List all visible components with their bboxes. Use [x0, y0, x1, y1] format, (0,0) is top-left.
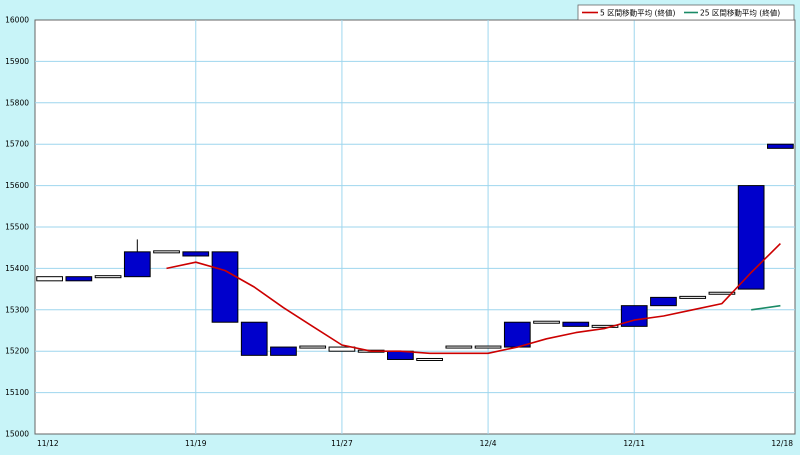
candle-body: [591, 324, 619, 328]
x-tick-label: 11/27: [331, 439, 353, 448]
y-tick-label: 15000: [5, 430, 29, 439]
candle-down: [182, 251, 210, 257]
moving-average-lines: [166, 243, 781, 355]
legend-label-ma25: 25 区間移動平均 (終値): [700, 8, 780, 18]
x-tick-label: 12/11: [623, 439, 645, 448]
candle-body: [65, 276, 93, 282]
y-tick-label: 15600: [5, 181, 29, 190]
y-tick-label: 15300: [5, 305, 29, 314]
x-tick-label: 12/18: [771, 439, 793, 448]
candle-body: [416, 357, 443, 361]
candle-body: [240, 321, 268, 356]
candle-body: [767, 143, 794, 149]
candle-down: [562, 321, 590, 327]
candle-up: [591, 324, 619, 328]
candle-body: [270, 346, 297, 356]
ma5-line: [166, 243, 781, 355]
candle-up: [679, 295, 707, 299]
candle-body: [328, 346, 356, 352]
y-axis-ticks: 15000 15100 15200 15300 15400 15500 15600 15700…: [5, 16, 29, 439]
x-tick-label: 12/4: [480, 439, 497, 448]
candle-down: [650, 296, 677, 307]
candle-body: [299, 345, 327, 349]
candle-up: [94, 275, 122, 279]
y-tick-label: 15800: [5, 98, 29, 107]
candle-down: [65, 276, 93, 282]
y-tick-label: 15400: [5, 264, 29, 273]
candle-down: [240, 321, 268, 356]
candle-body: [503, 321, 531, 348]
candle-down: [503, 321, 531, 348]
candle-body: [445, 345, 473, 349]
candle-up: [328, 346, 356, 352]
grid-lines: [35, 20, 795, 434]
candle-up: [153, 250, 180, 254]
candle-up: [708, 291, 736, 295]
x-tick-label: 11/12: [37, 439, 59, 448]
candle-body: [708, 291, 736, 295]
ma25-line: [751, 304, 781, 311]
legend: 5 区間移動平均 (終値) 25 区間移動平均 (終値): [577, 4, 795, 21]
candle-body: [94, 275, 122, 279]
candle-body: [36, 276, 63, 282]
x-tick-label: 11/19: [185, 439, 207, 448]
candle-up: [533, 320, 560, 324]
x-axis-ticks: 11/12 11/19 11/27 12/4 12/11 12/18: [37, 439, 793, 448]
candle-body: [562, 321, 590, 327]
candle-body: [153, 250, 180, 254]
candle-down: [123, 239, 151, 278]
candle-body: [650, 296, 677, 307]
y-tick-label: 15900: [5, 57, 29, 66]
candle-down: [270, 346, 297, 356]
candle-body: [211, 251, 239, 323]
candle-down: [211, 251, 239, 323]
y-tick-label: 15100: [5, 388, 29, 397]
candle-body: [182, 251, 210, 257]
candle-up: [445, 345, 473, 349]
y-tick-label: 15700: [5, 140, 29, 149]
candle-up: [474, 345, 502, 349]
y-tick-label: 15200: [5, 347, 29, 356]
candle-body: [679, 295, 707, 299]
candle-body: [123, 251, 151, 278]
y-tick-label: 15500: [5, 223, 29, 232]
candle-up: [299, 345, 327, 349]
candle-down: [767, 143, 794, 149]
y-tick-label: 16000: [5, 16, 29, 25]
candles: [36, 143, 794, 361]
candle-body: [533, 320, 560, 324]
candle-up: [416, 357, 443, 361]
candle-up: [36, 276, 63, 282]
candle-body: [474, 345, 502, 349]
legend-label-ma5: 5 区間移動平均 (終値): [600, 8, 675, 18]
